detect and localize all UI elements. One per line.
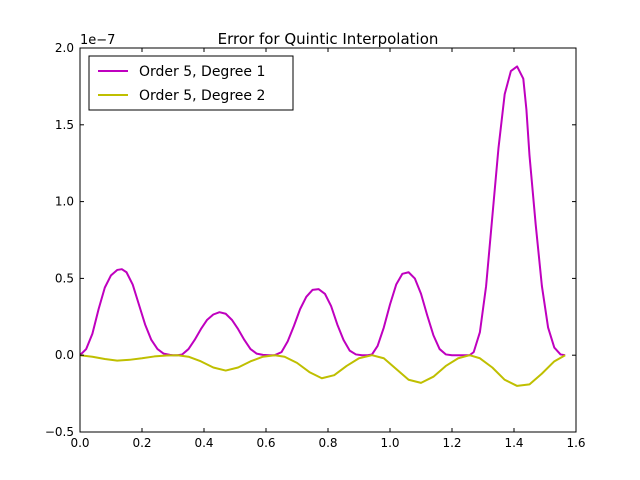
- y-scale-label: 1e−7: [80, 33, 115, 48]
- chart-title: Error for Quintic Interpolation: [218, 30, 439, 48]
- y-tick-label: 1.0: [55, 195, 74, 209]
- y-tick-label: 0.5: [55, 271, 74, 285]
- series-line-1: [80, 65, 566, 357]
- x-tick-label: 0.2: [132, 436, 151, 450]
- x-tick-label: 1.2: [442, 436, 461, 450]
- y-tick-label: −0.5: [45, 425, 74, 439]
- axes-layer: 0.0 0.2 0.4 0.6 0.8 1.0 1.2 1.4 1.6−0.50.00.51.0…: [45, 41, 586, 450]
- x-tick-label: 1.4: [504, 436, 523, 450]
- legend-label-2: Order 5, Degree 2: [139, 88, 265, 104]
- x-tick-label: 0.6: [256, 436, 275, 450]
- series-line-2: [80, 354, 566, 387]
- x-tick-label: 1.0: [380, 436, 399, 450]
- x-tick-label: 0.4: [194, 436, 213, 450]
- x-tick-label: 0.8: [318, 436, 337, 450]
- legend-label-1: Order 5, Degree 1: [139, 64, 265, 80]
- y-tick-label: 0.0: [55, 348, 74, 362]
- x-tick-label: 1.6: [566, 436, 585, 450]
- x-tick-label: 0.0: [70, 436, 89, 450]
- legend: Order 5, Degree 1 Order 5, Degree 2: [88, 55, 294, 111]
- y-tick-label: 2.0: [55, 41, 74, 55]
- plot-layer: [80, 65, 566, 387]
- legend-box: [88, 55, 294, 111]
- y-tick-label: 1.5: [55, 118, 74, 132]
